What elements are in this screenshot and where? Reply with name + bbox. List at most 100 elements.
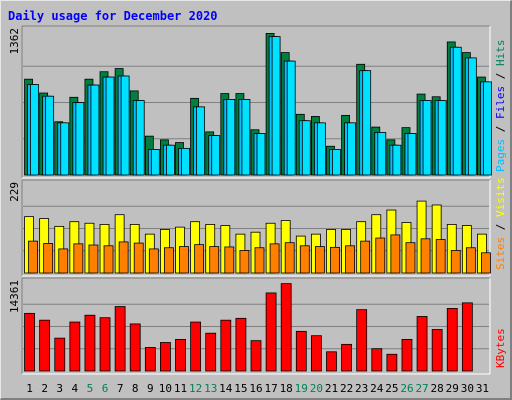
x-tick-label-day-11: 11 — [174, 382, 187, 395]
bar-kbytes-day-13 — [205, 332, 217, 372]
bar-kbytes-day-27 — [416, 316, 428, 372]
bar-kbytes-day-1 — [24, 312, 35, 372]
bar-sites-day-13 — [209, 246, 220, 274]
bar-kbytes-day-19 — [295, 330, 307, 372]
x-tick-label-day-9: 9 — [147, 382, 154, 395]
bar-sites-day-17 — [269, 243, 280, 274]
bar-pages-day-30 — [467, 57, 477, 176]
x-tick-label-day-23: 23 — [355, 382, 368, 395]
legend-files: Files — [494, 86, 507, 119]
bar-sites-day-28 — [435, 239, 446, 274]
x-tick-label-day-19: 19 — [295, 382, 308, 395]
bar-pages-day-11 — [181, 147, 190, 176]
x-tick-label-day-27: 27 — [415, 382, 428, 395]
bar-sites-day-25 — [390, 234, 401, 274]
x-tick-label-day-8: 8 — [132, 382, 139, 395]
x-tick-label-day-14: 14 — [219, 382, 233, 395]
bar-sites-day-5 — [88, 244, 99, 274]
bar-sites-day-27 — [420, 238, 431, 274]
bar-sites-day-7 — [118, 241, 129, 274]
bar-pages-day-22 — [347, 122, 356, 176]
legend-hits: Hits — [494, 40, 507, 67]
bar-kbytes-day-14 — [220, 319, 232, 372]
bar-pages-day-13 — [211, 135, 221, 176]
x-tick-label-day-25: 25 — [385, 382, 398, 395]
bar-sites-day-12 — [194, 244, 205, 274]
bar-kbytes-day-2 — [39, 319, 51, 372]
x-tick-label-day-16: 16 — [249, 382, 262, 395]
bar-pages-day-27 — [422, 100, 432, 176]
bar-pages-day-21 — [332, 149, 341, 176]
bar-kbytes-day-16 — [250, 340, 262, 372]
bar-kbytes-day-28 — [431, 329, 443, 372]
bar-sites-day-26 — [405, 242, 416, 274]
x-tick-label-day-1: 1 — [26, 382, 33, 395]
x-tick-label-day-29: 29 — [446, 382, 459, 395]
bar-kbytes-day-8 — [129, 323, 141, 372]
bar-kbytes-day-7 — [114, 306, 126, 372]
bar-sites-day-1 — [28, 240, 38, 274]
bar-kbytes-day-20 — [310, 335, 322, 372]
x-tick-label-day-3: 3 — [56, 382, 63, 395]
bar-sites-day-14 — [224, 246, 235, 274]
bar-pages-day-1 — [30, 84, 39, 176]
bar-pages-day-2 — [45, 95, 55, 176]
bar-kbytes-day-21 — [326, 351, 337, 372]
bar-sites-day-29 — [450, 250, 461, 274]
x-tick-label-day-13: 13 — [204, 382, 217, 395]
x-tick-label-day-15: 15 — [234, 382, 247, 395]
bar-sites-day-6 — [103, 245, 114, 274]
bar-pages-day-25 — [392, 144, 402, 176]
x-tick-label-day-4: 4 — [72, 382, 79, 395]
bar-pages-day-20 — [316, 122, 326, 176]
bar-kbytes-day-6 — [99, 317, 111, 372]
x-tick-label-day-30: 30 — [461, 382, 474, 395]
bar-sites-day-16 — [254, 247, 265, 274]
bar-pages-day-24 — [377, 132, 387, 176]
x-tick-label-day-22: 22 — [340, 382, 353, 395]
y-max-label-visits-sites: 229 — [8, 182, 21, 202]
bar-kbytes-day-3 — [54, 337, 66, 372]
bar-sites-day-23 — [360, 240, 371, 274]
bar-sites-day-2 — [43, 243, 54, 274]
bar-kbytes-day-23 — [356, 309, 368, 372]
bar-kbytes-day-5 — [84, 314, 96, 372]
bar-kbytes-day-26 — [401, 338, 413, 372]
x-tick-label-day-7: 7 — [117, 382, 124, 395]
bar-pages-day-7 — [120, 75, 130, 176]
legend-sites: Sites — [494, 237, 507, 270]
bar-pages-day-3 — [60, 122, 70, 176]
bar-pages-day-26 — [407, 133, 417, 176]
x-tick-label-day-21: 21 — [325, 382, 338, 395]
bar-sites-day-8 — [133, 242, 144, 274]
bar-sites-day-21 — [330, 246, 340, 274]
bar-sites-day-3 — [58, 248, 69, 274]
bar-kbytes-day-24 — [371, 348, 383, 372]
x-tick-label-day-24: 24 — [370, 382, 384, 395]
bar-kbytes-day-15 — [235, 317, 247, 372]
x-tick-label-day-26: 26 — [400, 382, 413, 395]
bar-kbytes-day-11 — [175, 338, 186, 372]
bar-kbytes-day-29 — [446, 308, 458, 372]
bar-pages-day-15 — [241, 99, 251, 176]
y-max-label-hits-files-pages: 1362 — [8, 28, 21, 55]
bar-pages-day-31 — [483, 81, 492, 176]
bar-kbytes-day-9 — [144, 347, 156, 372]
bar-pages-day-14 — [226, 99, 236, 176]
bar-pages-day-6 — [105, 76, 115, 176]
legend-separator: / — [494, 217, 507, 237]
x-tick-label-day-5: 5 — [87, 382, 94, 395]
bar-kbytes-day-22 — [341, 343, 352, 372]
bar-pages-day-19 — [301, 120, 311, 176]
bar-kbytes-day-10 — [160, 342, 171, 372]
bar-sites-day-20 — [314, 246, 325, 274]
bar-pages-day-12 — [196, 106, 206, 176]
bar-kbytes-day-4 — [69, 321, 81, 372]
bar-pages-day-10 — [166, 144, 175, 176]
x-tick-label-day-28: 28 — [431, 382, 444, 395]
bar-pages-day-9 — [150, 149, 160, 176]
bar-sites-day-30 — [465, 247, 476, 274]
x-tick-label-day-2: 2 — [41, 382, 48, 395]
